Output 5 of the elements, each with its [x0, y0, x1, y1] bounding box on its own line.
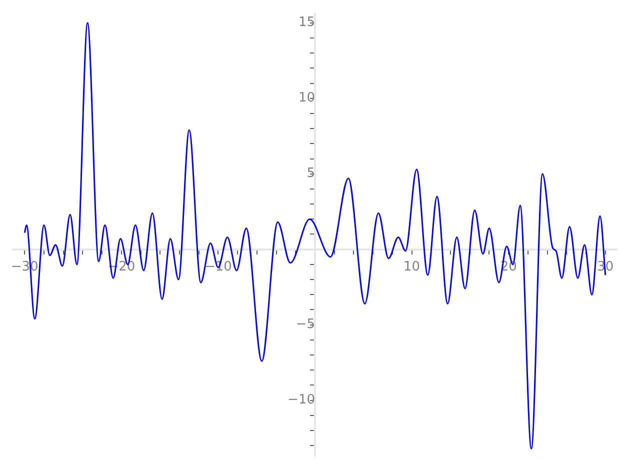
y-tick-label: −5 [296, 317, 315, 332]
y-tick-label: 10 [298, 90, 315, 106]
y-tick-label: 15 [298, 15, 315, 30]
y-tick-label: −10 [288, 392, 315, 408]
x-tick-label: 10 [404, 260, 420, 275]
